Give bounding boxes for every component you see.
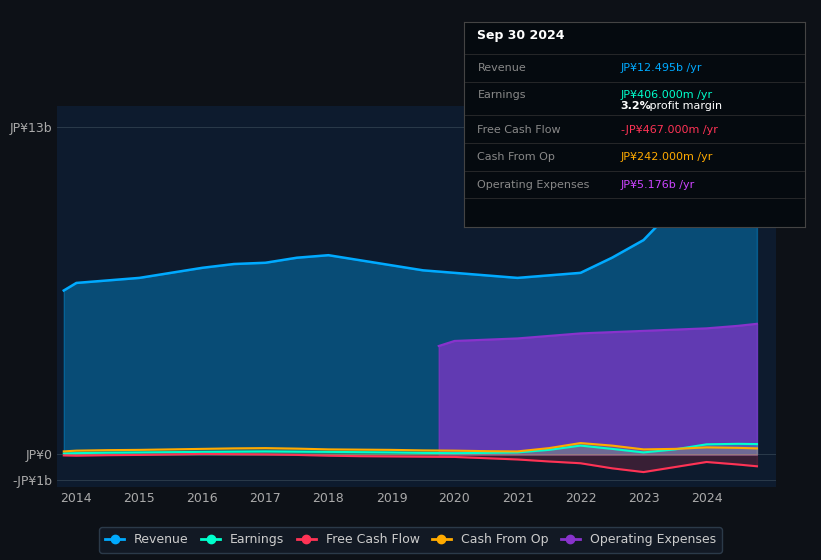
Text: Operating Expenses: Operating Expenses: [478, 180, 589, 190]
Text: JP¥242.000m /yr: JP¥242.000m /yr: [621, 152, 713, 162]
Text: Free Cash Flow: Free Cash Flow: [478, 125, 561, 135]
Text: JP¥5.176b /yr: JP¥5.176b /yr: [621, 180, 695, 190]
Text: Cash From Op: Cash From Op: [478, 152, 555, 162]
Text: profit margin: profit margin: [646, 101, 722, 111]
Text: Revenue: Revenue: [478, 63, 526, 73]
Text: JP¥12.495b /yr: JP¥12.495b /yr: [621, 63, 702, 73]
Text: 3.2%: 3.2%: [621, 101, 651, 111]
Legend: Revenue, Earnings, Free Cash Flow, Cash From Op, Operating Expenses: Revenue, Earnings, Free Cash Flow, Cash …: [99, 527, 722, 553]
Text: -JP¥467.000m /yr: -JP¥467.000m /yr: [621, 125, 718, 135]
Text: Earnings: Earnings: [478, 90, 526, 100]
Text: Sep 30 2024: Sep 30 2024: [478, 29, 565, 42]
Text: JP¥406.000m /yr: JP¥406.000m /yr: [621, 90, 713, 100]
